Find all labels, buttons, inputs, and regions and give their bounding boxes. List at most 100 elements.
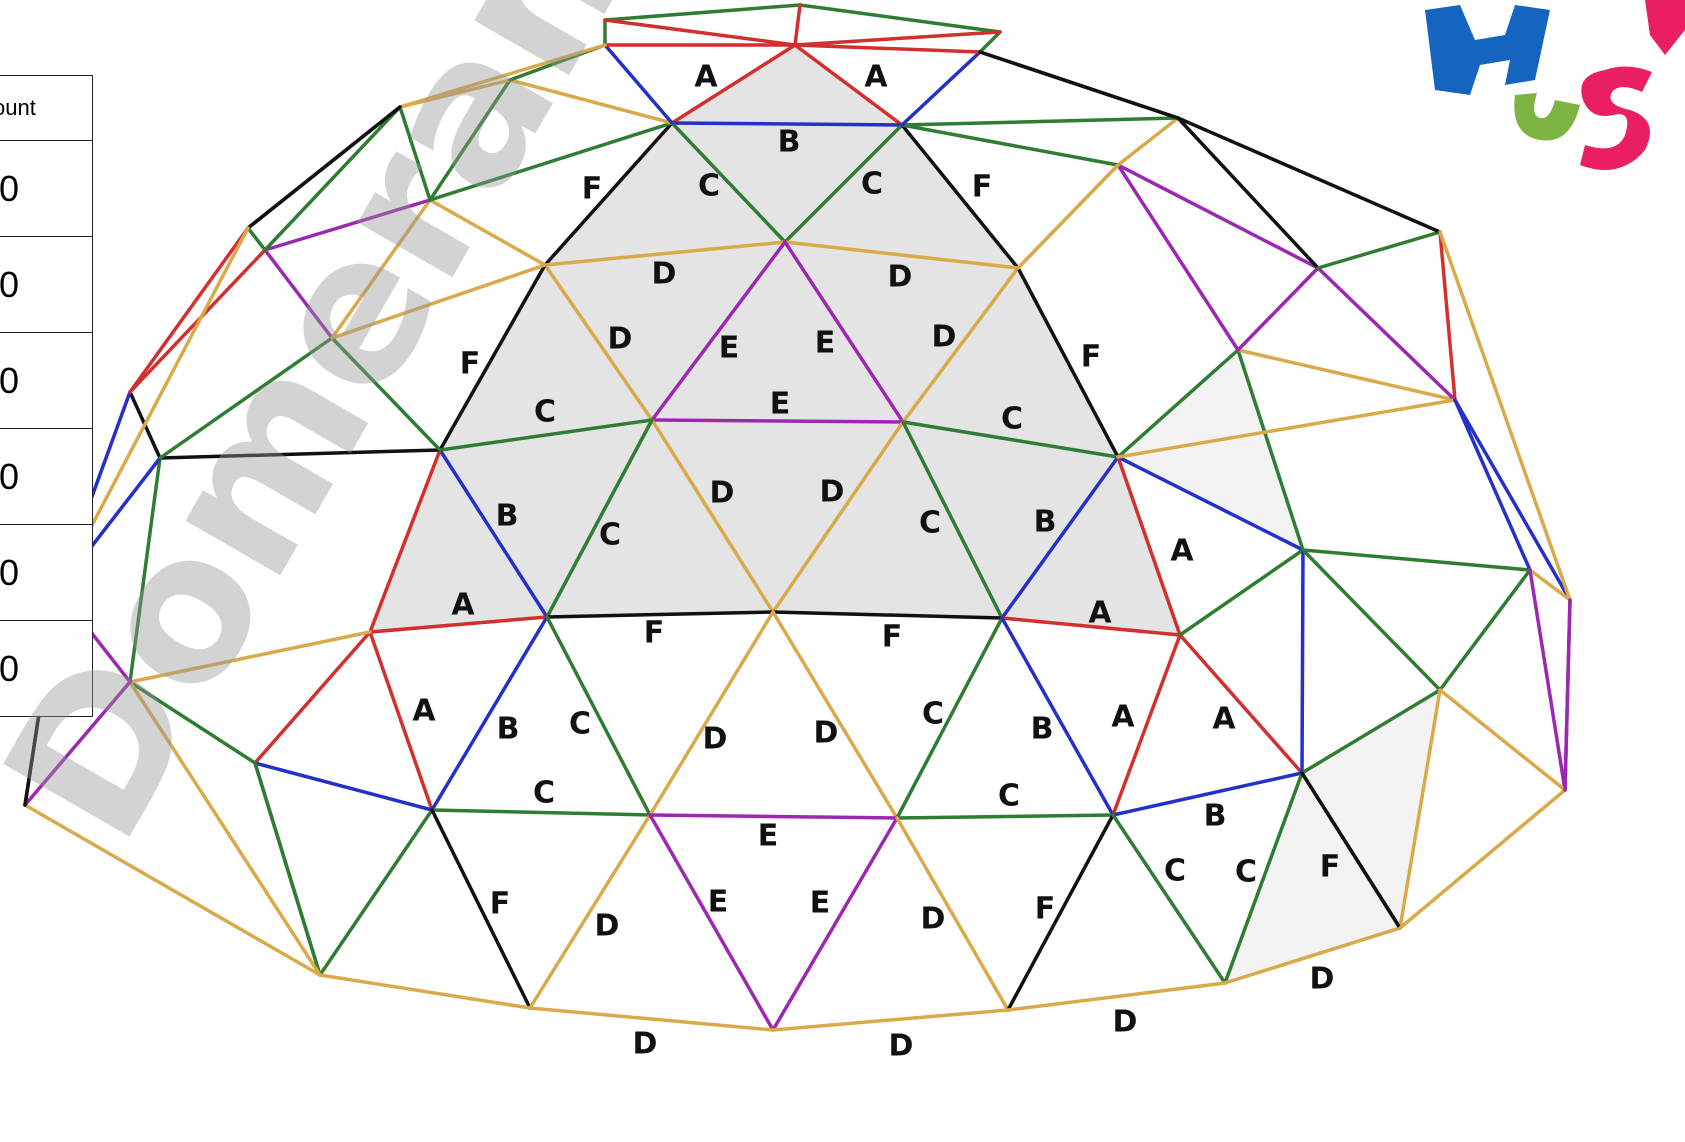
strut-label: C	[569, 707, 591, 742]
strut-c	[1111, 813, 1227, 985]
strut-d	[1398, 788, 1567, 930]
panel-face	[1302, 690, 1440, 928]
strut-label: A	[1212, 702, 1236, 737]
count-cell: 60	[0, 332, 93, 429]
strut-f	[1300, 771, 1402, 930]
strut-c	[670, 121, 787, 244]
strut-c	[798, 3, 1002, 34]
strut-d	[1223, 926, 1402, 985]
strut-label: B	[1031, 712, 1054, 747]
strut-c	[1300, 688, 1442, 775]
strut-d	[23, 803, 322, 977]
strut-c	[318, 808, 434, 977]
strut-d	[771, 420, 905, 614]
strut-b	[253, 761, 434, 812]
panel-face	[652, 242, 903, 422]
strut-f	[430, 808, 532, 1010]
strut-label: A	[694, 60, 718, 95]
strut-label: E	[770, 387, 791, 422]
panel-face	[547, 420, 773, 617]
strut-a	[793, 43, 982, 54]
strut-a	[1178, 633, 1304, 775]
strut-b	[1453, 398, 1532, 572]
strut-label: F	[1320, 850, 1341, 885]
strut-label: A	[1088, 596, 1112, 631]
panel-face	[1118, 350, 1303, 550]
strut-label: F	[972, 170, 993, 205]
strut-e	[1236, 266, 1320, 352]
strut-label: B	[778, 125, 801, 160]
strut-label: D	[652, 257, 677, 292]
strut-b	[1111, 771, 1304, 817]
strut-label: C	[1235, 855, 1257, 890]
panel-face	[440, 420, 652, 617]
strut-label: B	[1204, 799, 1227, 834]
panel-face	[672, 45, 902, 125]
strut-label: F	[1081, 340, 1102, 375]
strut-c	[900, 116, 1180, 127]
count-cell: 30	[0, 620, 93, 717]
strut-d	[1438, 688, 1567, 792]
strut-count-table: ount 30 30 60 70 30 30	[0, 75, 93, 717]
strut-c	[398, 105, 432, 202]
count-cell: 30	[0, 236, 93, 333]
strut-label: C	[1001, 402, 1023, 437]
panel-face	[903, 268, 1118, 457]
strut-b	[438, 448, 549, 619]
strut-f	[900, 123, 1020, 270]
strut-c	[603, 3, 802, 22]
strut-f	[978, 50, 1180, 120]
strut-label: B	[497, 712, 520, 747]
strut-d	[650, 418, 775, 614]
strut-b	[1453, 398, 1572, 602]
strut-f	[771, 610, 1004, 620]
strut-d	[783, 240, 1020, 270]
panel-face	[773, 422, 1002, 618]
strut-c	[1223, 771, 1304, 985]
strut-c	[253, 761, 322, 977]
panel-face	[903, 422, 1118, 618]
strut-c	[330, 336, 442, 452]
strut-d	[128, 630, 372, 684]
panel-face	[785, 242, 1018, 422]
strut-a	[368, 630, 434, 812]
panel-face	[1225, 773, 1400, 983]
strut-c	[246, 226, 267, 252]
strut-label: F	[460, 347, 481, 382]
strut-c	[430, 808, 652, 817]
strut-c	[901, 420, 1120, 459]
strut-c	[428, 78, 512, 202]
strut-label: C	[533, 776, 555, 811]
strut-d	[543, 240, 787, 267]
strut-c	[783, 123, 904, 244]
strut-e	[783, 240, 905, 424]
panel-face	[440, 265, 652, 450]
strut-c	[1116, 348, 1240, 459]
strut-c	[128, 456, 162, 684]
strut-d	[648, 610, 775, 817]
strut-d	[528, 1006, 775, 1032]
strut-label: A	[1111, 700, 1135, 735]
strut-label: C	[919, 506, 941, 541]
strut-label: D	[710, 476, 735, 511]
strut-d	[1236, 348, 1457, 402]
strut-c	[128, 680, 257, 765]
strut-a	[1111, 633, 1182, 817]
strut-label: C	[861, 167, 883, 202]
strut-c	[978, 30, 1002, 54]
panel-face	[545, 242, 785, 420]
strut-a	[793, 43, 904, 127]
strut-d	[771, 1008, 1010, 1032]
strut-d	[1528, 568, 1572, 602]
strut-d	[771, 610, 899, 820]
strut-label: C	[599, 518, 621, 553]
panel-face	[652, 420, 903, 612]
strut-b	[430, 615, 549, 812]
strut-label: D	[932, 320, 957, 355]
strut-label: C	[922, 697, 944, 732]
strut-label: E	[708, 885, 729, 920]
strut-a	[1116, 455, 1182, 637]
strut-c	[438, 418, 654, 452]
strut-f	[1176, 116, 1320, 270]
